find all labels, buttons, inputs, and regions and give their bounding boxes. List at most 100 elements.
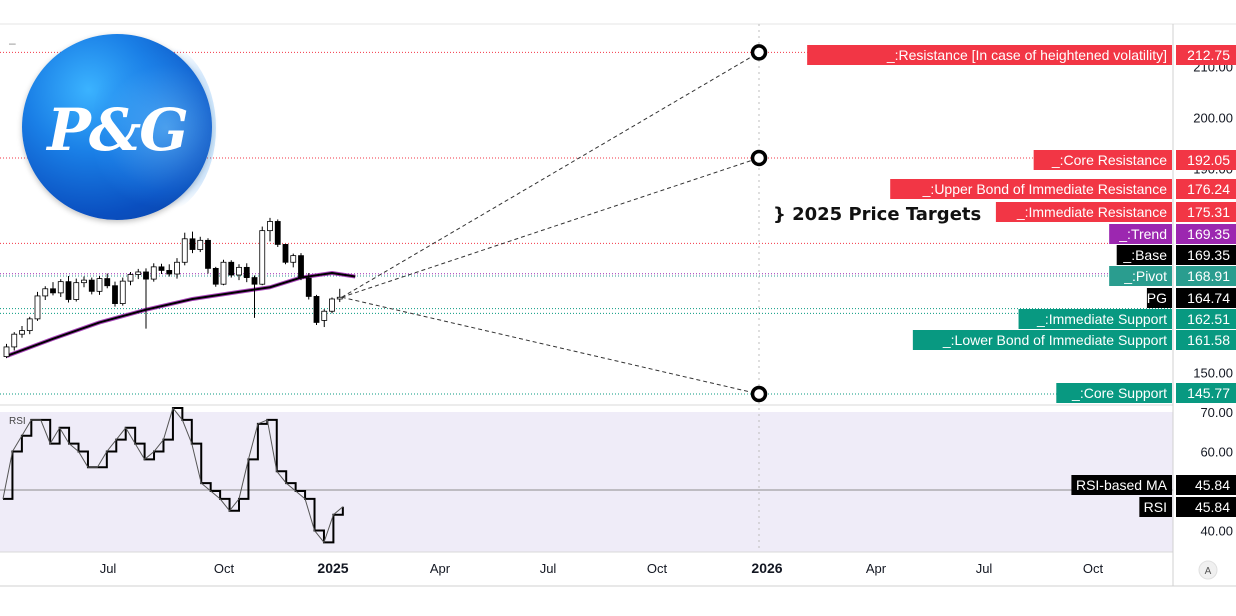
auto-scale-label: A	[1205, 566, 1212, 577]
candle-body	[158, 266, 165, 271]
candle-body	[236, 266, 242, 276]
candle-body	[26, 318, 33, 332]
collapse-indicator[interactable]: –	[9, 36, 16, 50]
candle-body	[96, 278, 103, 292]
rsi-value-box	[1176, 475, 1236, 495]
candle-body	[205, 239, 211, 269]
candle-body	[57, 281, 64, 294]
candle-body	[197, 239, 204, 250]
candle-body	[150, 266, 157, 280]
level-value: 145.77	[1187, 385, 1230, 401]
level-label: _:Pivot	[1123, 268, 1167, 284]
candle-body	[181, 238, 188, 263]
level-value: 164.74	[1187, 290, 1230, 306]
target-projections	[341, 44, 768, 403]
rsi-pane-label: RSI	[9, 416, 26, 427]
rsi-label: RSI	[1144, 499, 1167, 515]
pg-logo: P&G	[22, 34, 216, 220]
candle-body	[42, 288, 49, 297]
level-value: 161.58	[1187, 332, 1230, 348]
price-tick-label: 150.00	[1193, 365, 1233, 380]
candle-body	[174, 261, 180, 275]
level-value-box	[1176, 266, 1236, 286]
candle-body	[267, 221, 273, 232]
candle-body	[166, 270, 173, 275]
candle-body	[212, 267, 219, 285]
level-value-box	[1176, 150, 1236, 170]
level-label-box	[1109, 224, 1172, 244]
grid-layer	[0, 23, 1236, 587]
candle-body	[305, 277, 312, 297]
rsi-value: 45.84	[1195, 477, 1230, 493]
rsi-label-box	[1139, 497, 1172, 517]
rsi-value-box	[1176, 497, 1236, 517]
level-value-box	[1176, 45, 1236, 65]
target-projection-line	[341, 296, 760, 395]
candle-body	[259, 230, 266, 285]
time-tick-label: Jul	[976, 561, 993, 576]
level-label: _:Base	[1122, 247, 1167, 263]
level-label: _:Resistance [In case of heightened vola…	[886, 47, 1167, 63]
level-value-box	[1176, 330, 1236, 350]
level-label-box	[1056, 383, 1172, 403]
candle-body	[81, 279, 87, 284]
time-tick-label: 2026	[751, 560, 782, 576]
level-label-box	[995, 202, 1172, 222]
rsi-tick-label: 40.00	[1200, 524, 1233, 539]
candle-body	[228, 261, 235, 276]
candle-body	[19, 330, 25, 335]
candle-body	[251, 277, 258, 285]
candle-body	[127, 274, 134, 282]
level-value-box	[1176, 202, 1236, 222]
candle-body	[104, 278, 111, 287]
time-tick-label: Apr	[430, 561, 451, 576]
candle-body	[243, 266, 250, 278]
rsi-band-fill	[0, 412, 1173, 552]
rsi-label: RSI-based MA	[1076, 477, 1168, 493]
level-label-box	[912, 330, 1172, 350]
rsi-ma-line	[2, 406, 344, 544]
level-label-box	[1146, 288, 1172, 308]
level-labels: 212.75 _:Resistance [In case of heightene…	[807, 45, 1236, 517]
time-tick-label: Oct	[1083, 561, 1104, 576]
target-projection-line	[341, 51, 760, 298]
candle-body	[336, 296, 343, 300]
level-label: _:Core Support	[1071, 385, 1167, 401]
price-tick-label: 200.00	[1193, 110, 1233, 125]
rsi-line	[3, 407, 344, 544]
level-label-box	[1018, 309, 1172, 329]
level-value-box	[1176, 224, 1236, 244]
candle-body	[11, 333, 18, 348]
level-label-box	[807, 45, 1172, 65]
candlestick-series	[3, 217, 343, 359]
candle-body	[135, 271, 142, 275]
level-label: PG	[1147, 290, 1167, 306]
candle-body	[274, 221, 281, 245]
level-value: 169.35	[1187, 247, 1230, 263]
level-value: 175.31	[1187, 204, 1230, 220]
target-marker	[750, 44, 768, 61]
level-label: _:Trend	[1118, 226, 1167, 242]
time-tick-label: Oct	[214, 561, 235, 576]
level-label-box	[1116, 245, 1172, 265]
candle-body	[290, 255, 297, 263]
level-value: 176.24	[1187, 181, 1230, 197]
rsi-tick-label: 60.00	[1200, 445, 1233, 460]
candle-body	[189, 238, 196, 250]
level-value: 162.51	[1187, 311, 1230, 327]
price-targets-annotation: } 2025 Price Targets	[773, 204, 982, 225]
time-tick-label: Jul	[540, 561, 557, 576]
candle-body	[34, 295, 41, 320]
candle-body	[220, 261, 227, 285]
level-value-box	[1176, 309, 1236, 329]
level-label: _:Immediate Support	[1036, 311, 1167, 327]
time-tick-label: Jul	[100, 561, 117, 576]
target-marker	[750, 385, 768, 403]
level-value-box	[1176, 245, 1236, 265]
rsi-value: 45.84	[1195, 499, 1230, 515]
level-value-box	[1176, 288, 1236, 308]
candle-body	[313, 296, 320, 323]
level-label-box	[1033, 150, 1172, 170]
level-label: _:Core Resistance	[1051, 152, 1167, 168]
candle-body	[298, 255, 304, 279]
